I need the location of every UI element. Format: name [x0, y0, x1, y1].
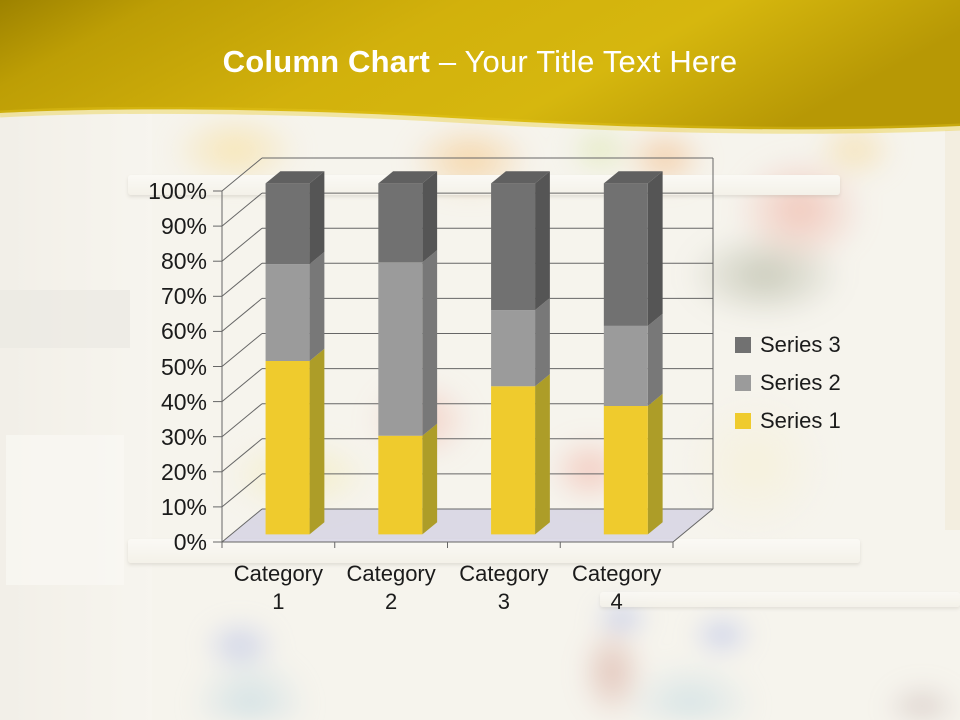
fridge-side-strip [945, 130, 960, 530]
bar-segment-side [309, 251, 325, 362]
bar-segment-side [422, 171, 438, 263]
floor-right-edge [672, 508, 714, 543]
bar-segment-side [422, 423, 438, 535]
bar-segment-side [647, 393, 663, 535]
bar-top [378, 171, 438, 184]
legend-swatch-icon [735, 413, 751, 429]
fridge-shelf [128, 539, 860, 563]
legend-swatch-icon [735, 375, 751, 391]
bar-segment [491, 310, 536, 387]
chart-floor [222, 509, 713, 542]
depth-gridline [221, 333, 263, 367]
bar-segment [378, 435, 423, 535]
banner-highlight-swoosh [0, 106, 960, 134]
depth-gridline [221, 298, 263, 332]
depth-gridline [221, 473, 263, 508]
bar-segment [265, 183, 310, 265]
bar-segment [491, 386, 536, 535]
slide-title-bold: Column Chart [222, 44, 430, 79]
bar-top [491, 171, 550, 184]
slide-title-rest: – Your Title Text Here [430, 44, 738, 79]
depth-gridline [221, 262, 263, 297]
legend-item: Series 2 [735, 364, 841, 402]
fridge-shelf [600, 592, 960, 607]
depth-gridline [221, 438, 263, 473]
fridge-door-shelf [6, 435, 124, 585]
depth-gridline [221, 403, 263, 438]
banner-shape [0, 0, 960, 130]
legend-swatch-icon [735, 337, 751, 353]
bar-segment [603, 405, 648, 535]
bar-segment-side [647, 171, 663, 326]
depth-gridline [221, 508, 263, 543]
bar-top [603, 171, 663, 184]
bar-segment-side [647, 313, 663, 406]
bar-segment-side [535, 374, 550, 535]
bar-segment-side [535, 171, 550, 311]
bar-segment [265, 264, 310, 362]
fridge-door-panel [0, 105, 152, 720]
bar-segment-side [535, 297, 550, 387]
bar-segment-side [309, 348, 325, 535]
depth-gridline [221, 157, 263, 192]
slide-title: Column Chart – Your Title Text Here [0, 44, 960, 80]
legend-label: Series 1 [760, 408, 841, 433]
bar-segment [603, 183, 648, 326]
legend-item: Series 1 [735, 402, 841, 440]
legend-label: Series 3 [760, 332, 841, 357]
depth-gridline [221, 368, 263, 402]
bar-segment [491, 183, 536, 311]
bar-top [265, 171, 325, 184]
bar-segment [378, 262, 423, 436]
depth-gridline [221, 192, 263, 227]
bar-segment-side [422, 250, 438, 436]
bar-segment [378, 183, 423, 263]
legend-item: Series 3 [735, 326, 841, 364]
chart-legend: Series 3 Series 2 Series 1 [735, 326, 841, 440]
bar-segment [603, 325, 648, 406]
depth-gridline [221, 227, 263, 262]
legend-label: Series 2 [760, 370, 841, 395]
fridge-door-shelf [0, 290, 130, 348]
bar-segment-side [309, 171, 325, 265]
bar-segment [265, 361, 310, 535]
title-banner [0, 0, 960, 134]
